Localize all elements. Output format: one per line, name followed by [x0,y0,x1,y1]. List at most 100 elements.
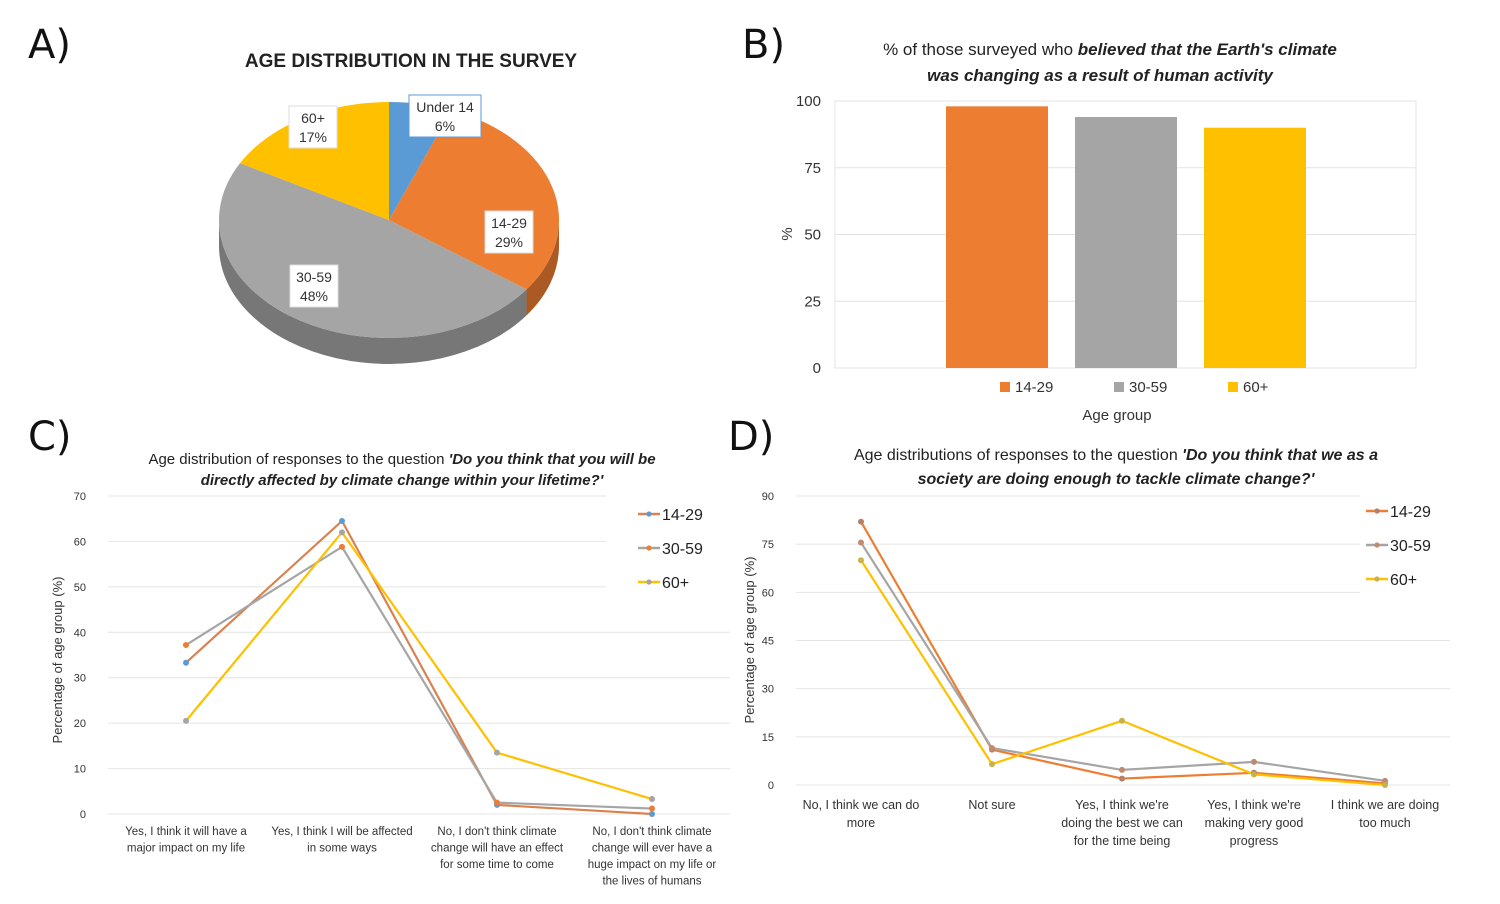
line-d-title-line2: society are doing enough to tackle clima… [918,471,1316,488]
legend-label: 60+ [1243,379,1269,396]
legend-marker [646,545,652,551]
data-point-30-59 [989,745,995,752]
x-category-label: change will ever have a [592,843,713,855]
panel-label-d: D) [728,414,775,460]
bar-title-line2: was changing as a result of human activi… [927,66,1274,85]
pie-label-box [288,105,338,149]
series-line-30-59 [185,545,653,810]
pie-side-30-59 [219,220,527,364]
y-tick-label: 15 [762,732,774,744]
legend-marker [1374,542,1380,548]
pie-chart: AGE DISTRIBUTION IN THE SURVEY Under 14 6… [218,51,578,364]
panel-label-b: B) [742,22,786,68]
series-line-14-29 [185,519,653,816]
bar-xlabel: Age group [1082,407,1151,424]
data-point-30-59 [1382,777,1388,784]
data-point-14-29 [649,811,655,817]
y-tick-label: 60 [762,587,774,599]
line-c-title-line2: directly affected by climate change with… [201,472,604,489]
data-point-30-59 [494,799,500,806]
bar-30-59 [1075,117,1177,369]
line-chart-d: Age distributions of responses to the qu… [742,447,1450,848]
legend-swatch [1000,382,1010,392]
data-point-60+ [183,717,189,724]
data-point-14-29 [1119,775,1125,782]
y-tick-label: 75 [804,160,821,177]
x-category-label: Not sure [968,798,1015,812]
legend-label: 14-29 [662,507,703,524]
pie-side-14-29 [526,220,559,316]
y-tick-label: 100 [796,93,821,110]
x-category-label: No, I think we can do [803,798,920,812]
line-d-title-line1: Age distributions of responses to the qu… [854,447,1378,464]
legend-label: 30-59 [1390,538,1431,555]
y-tick-label: 70 [74,491,86,503]
panel-label-c: C) [28,414,72,460]
y-tick-label: 75 [762,539,774,551]
panel-label-a: A) [28,22,71,68]
data-point-30-59 [339,543,345,550]
x-category-label: doing the best we can [1061,816,1183,830]
x-category-label: No, I don't think climate [592,826,711,838]
legend-label: 60+ [662,575,689,592]
y-tick-label: 45 [762,636,774,648]
bar-60+ [1204,127,1306,368]
legend-label: 14-29 [1015,379,1053,396]
x-category-label: huge impact on my life or [588,859,717,871]
data-point-60+ [1119,717,1125,724]
y-tick-label: 50 [804,227,821,244]
bar-ylabel: % [779,227,796,240]
y-tick-label: 0 [768,780,774,792]
y-tick-label: 60 [74,536,86,548]
pie-label-name: Under 14 [416,99,474,115]
y-tick-label: 30 [762,684,774,696]
x-category-label: I think we are doing [1331,798,1439,812]
y-tick-label: 30 [74,673,86,685]
bar-title-line1: % of those surveyed who believed that th… [883,40,1337,59]
legend-label: 30-59 [1129,379,1167,396]
x-category-label: change will have an effect [431,843,564,855]
pie-slice-60+ [240,102,389,220]
data-point-60+ [494,749,500,756]
x-category-label: Yes, I think it will have a [125,826,247,838]
series-line-60+ [185,530,653,801]
pie-label-name: 60+ [301,110,325,126]
line-c-ylabel: Percentage of age group (%) [50,577,65,744]
legend-label: 30-59 [662,541,703,558]
series-line-30-59 [860,541,1386,782]
y-tick-label: 0 [813,360,821,377]
x-category-label: too much [1359,816,1410,830]
data-point-60+ [1251,771,1257,778]
pie-label-percent: 48% [300,288,328,304]
pie-title: AGE DISTRIBUTION IN THE SURVEY [245,51,578,72]
pie-label-name: 30-59 [296,269,332,285]
x-category-label: making very good [1205,816,1304,830]
bar-chart: % of those surveyed who believed that th… [779,40,1417,424]
legend-marker [1374,576,1380,582]
series-line-60+ [860,559,1386,787]
bar-14-29 [946,106,1048,368]
pie-label-name: 14-29 [491,215,527,231]
legend-marker [646,579,652,585]
pie-label-percent: 29% [495,234,523,250]
y-tick-label: 20 [74,718,86,730]
legend-label: 60+ [1390,572,1417,589]
y-tick-label: 90 [762,491,774,503]
data-point-30-59 [649,805,655,812]
legend-swatch [1228,382,1238,392]
line-d-ylabel: Percentage of age group (%) [742,557,757,724]
x-category-label: the lives of humans [602,876,701,888]
data-point-60+ [649,796,655,803]
data-point-14-29 [183,659,189,666]
data-point-14-29 [858,518,864,525]
pie-label-box [408,94,482,138]
data-point-60+ [989,761,995,768]
pie-label-percent: 17% [299,129,327,145]
x-category-label: more [847,816,876,830]
series-line-14-29 [860,521,1386,785]
pie-label-percent: 6% [435,118,455,134]
y-tick-label: 40 [74,627,86,639]
y-tick-label: 10 [74,764,86,776]
line-chart-c: Age distribution of responses to the que… [50,451,730,888]
